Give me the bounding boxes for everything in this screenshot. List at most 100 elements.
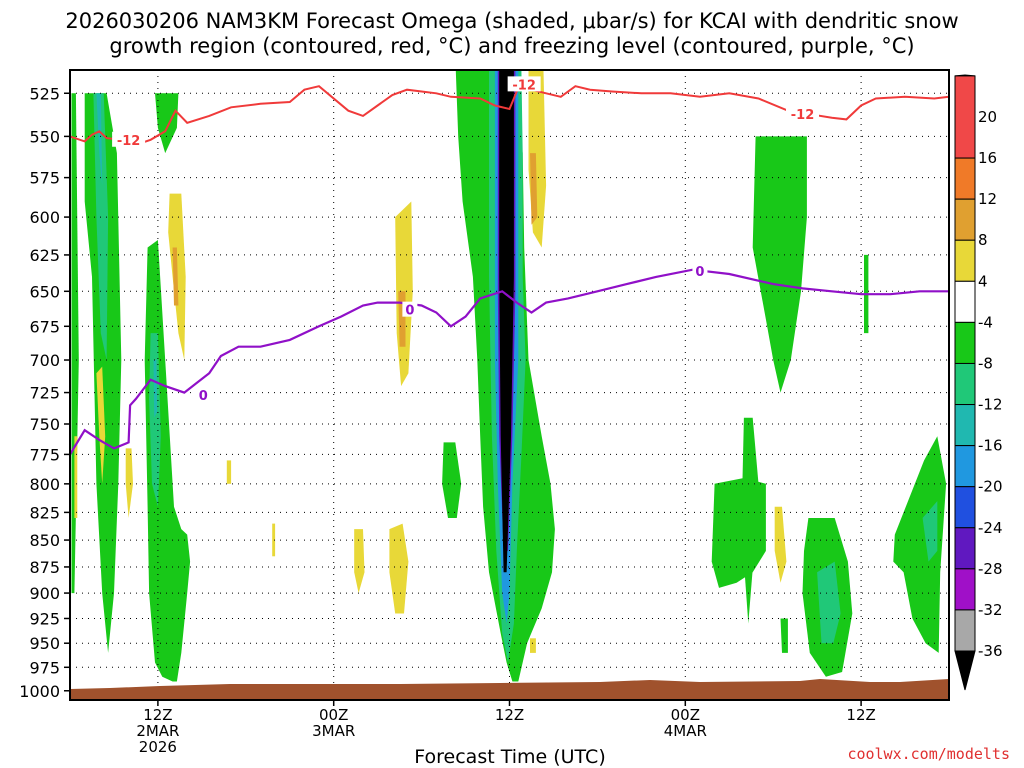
y-tick-label-700: 700: [29, 351, 60, 370]
colorbar-label-10: -24: [978, 519, 1003, 537]
x-tick-label-42-0: 00Z: [671, 706, 700, 724]
y-tick-label-575: 575: [29, 169, 60, 188]
y-tick-label-825: 825: [29, 503, 60, 522]
y-tick-label-675: 675: [29, 317, 60, 336]
y-tick-label-1000: 1000: [19, 682, 60, 701]
temperature-contours: -12 -12 -12 0 0 0: [70, 76, 949, 455]
omega-region-24: [172, 247, 179, 306]
pressure-axis: 525 550 575 600 625 650 675 700 725 750 775 800 825 8…: [19, 84, 70, 701]
omega-region-36: [774, 506, 787, 583]
omega-region-34: [530, 153, 538, 225]
colorbar-swatch-12: [954, 609, 976, 652]
colorbar-swatch-10: [954, 527, 976, 570]
dgz-label-1-bg: [112, 131, 146, 147]
omega-region-3: [96, 93, 103, 186]
colorbar-label-7: -12: [978, 396, 1003, 414]
omega-region-21: [922, 501, 938, 562]
colorbar-label-6: -8: [978, 354, 993, 372]
colorbar-label-9: -20: [978, 478, 1003, 496]
colorbar-bottom-arrow: [954, 650, 976, 691]
y-tick-label-850: 850: [29, 531, 60, 550]
y-tick-label-725: 725: [29, 384, 60, 403]
colorbar: 20 16 12 8 4 -4 -8 -12 -16 -20 -24 -28 -32 -36: [954, 74, 1003, 691]
omega-region-12: [499, 70, 514, 573]
dgz-label-1: -12: [117, 134, 141, 149]
omega-region-7: [153, 360, 158, 418]
colorbar-swatch-8: [954, 445, 976, 488]
colorbar-label-3: 8: [978, 231, 988, 249]
fzl-label-1: 0: [199, 389, 208, 404]
credit-text: coolwx.com/modelts: [847, 745, 1010, 763]
y-tick-label-775: 775: [29, 445, 60, 464]
omega-region-25: [96, 366, 106, 484]
y-tick-label-600: 600: [29, 208, 60, 227]
omega-region-29: [272, 523, 276, 557]
colorbar-swatch-1: [954, 157, 976, 200]
fzl-label-1-bg: [195, 387, 211, 403]
colorbar-swatch-7: [954, 404, 976, 447]
y-tick-label-975: 975: [29, 658, 60, 677]
omega-region-0: [71, 93, 79, 594]
omega-region-1: [84, 93, 122, 653]
y-tick-label-800: 800: [29, 475, 60, 494]
colorbar-swatch-2: [954, 198, 976, 241]
y-tick-label-925: 925: [29, 609, 60, 628]
dgz-label-2: -12: [512, 78, 536, 93]
colorbar-swatch-0: [954, 75, 976, 159]
x-tick-label-6-0: 12Z: [143, 706, 172, 724]
omega-region-14: [752, 136, 807, 393]
omega-region-27: [74, 436, 78, 518]
colorbar-label-2: 12: [978, 190, 997, 208]
dgz-label-3-bg: [786, 106, 819, 122]
colorbar-label-8: -16: [978, 437, 1003, 455]
omega-region-26: [125, 448, 133, 518]
omega-region-2: [93, 93, 109, 361]
colorbar-label-12: -32: [978, 601, 1003, 619]
fzl-label-3: 0: [695, 265, 704, 280]
x-tick-label-6-1: 2MAR: [136, 722, 179, 740]
grid-lines: [70, 70, 949, 700]
freezing-level-contour: [70, 268, 949, 455]
colorbar-label-5: -4: [978, 313, 993, 331]
omega-region-19: [817, 561, 841, 644]
colorbar-swatch-4: [954, 280, 976, 323]
omega-region-37: [530, 638, 536, 653]
x-tick-label-18-0: 00Z: [319, 706, 348, 724]
fzl-label-3-bg: [692, 263, 708, 279]
dgz-label-2-bg: [507, 76, 541, 92]
y-tick-label-750: 750: [29, 415, 60, 434]
colorbar-label-13: -36: [978, 642, 1003, 660]
omega-region-13: [442, 442, 462, 518]
x-tick-label-42-1: 4MAR: [664, 722, 707, 740]
omega-region-28: [226, 460, 232, 484]
fzl-label-2-bg: [402, 301, 418, 317]
colorbar-label-1: 16: [978, 149, 997, 167]
y-tick-label-900: 900: [29, 584, 60, 603]
omega-region-4: [155, 93, 179, 154]
colorbar-swatch-5: [954, 321, 976, 364]
x-axis-label: Forecast Time (UTC): [414, 746, 605, 768]
ground-surface: [70, 679, 949, 700]
y-tick-label-875: 875: [29, 558, 60, 577]
dgz-label-3: -12: [791, 108, 815, 123]
omega-shading: [71, 70, 947, 682]
chart-title-line1: 2026030206 NAM3KM Forecast Omega (shaded…: [65, 9, 958, 33]
colorbar-label-4: 4: [978, 272, 988, 290]
y-tick-label-950: 950: [29, 634, 60, 653]
omega-region-35: [354, 529, 365, 594]
omega-region-32: [389, 523, 409, 614]
colorbar-swatch-9: [954, 486, 976, 529]
colorbar-swatch-6: [954, 362, 976, 406]
y-tick-label-650: 650: [29, 282, 60, 301]
y-tick-label-550: 550: [29, 127, 60, 146]
y-tick-label-625: 625: [29, 246, 60, 265]
omega-region-22: [780, 618, 788, 653]
fzl-label-2: 0: [405, 304, 414, 319]
y-tick-label-525: 525: [29, 84, 60, 103]
colorbar-swatch-3: [954, 239, 976, 282]
colorbar-label-0: 20: [978, 108, 997, 126]
colorbar-label-11: -28: [978, 560, 1003, 578]
x-tick-label-54-0: 12Z: [846, 706, 875, 724]
